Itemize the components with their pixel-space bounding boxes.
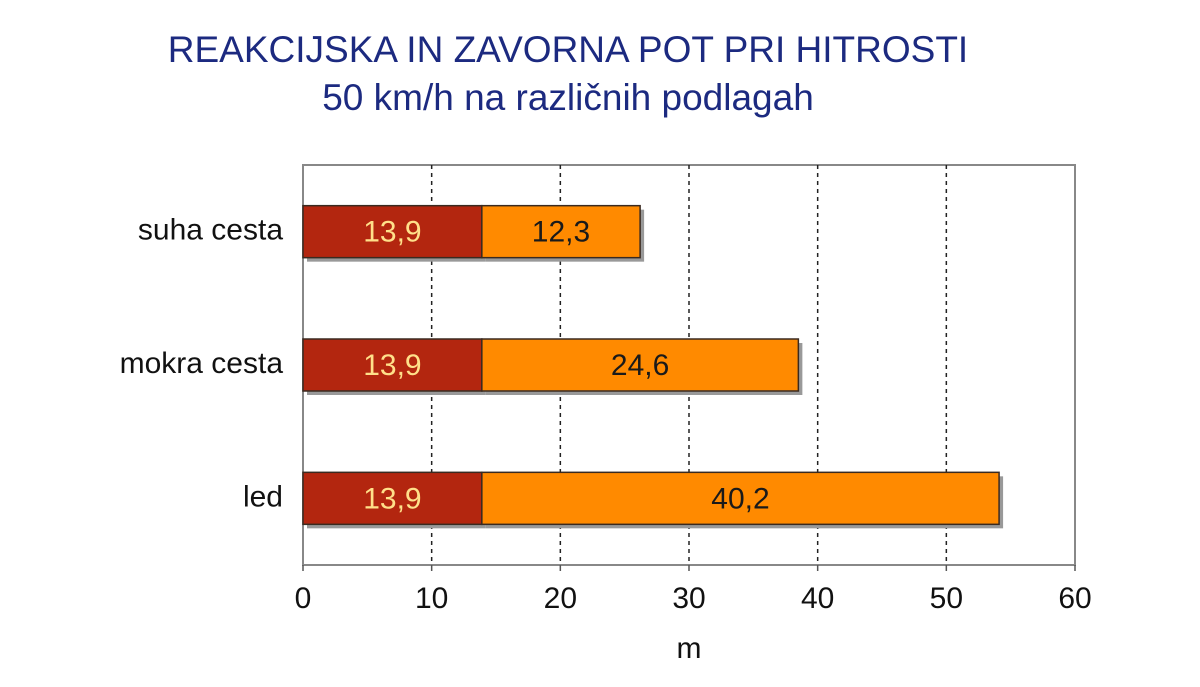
bar-segment bbox=[481, 471, 1000, 526]
bar-segment bbox=[302, 338, 483, 392]
y-tick-label: led bbox=[243, 480, 283, 513]
y-tick-label: mokra cesta bbox=[120, 347, 284, 380]
x-tick-label: 20 bbox=[544, 582, 577, 615]
x-tick-label: 10 bbox=[415, 582, 448, 615]
data-label: 40,2 bbox=[711, 482, 769, 515]
data-label: 12,3 bbox=[532, 216, 590, 249]
x-axis-label: m bbox=[677, 632, 702, 665]
data-label: 13,9 bbox=[363, 216, 421, 249]
x-tick-label: 50 bbox=[930, 582, 963, 615]
bar-segment bbox=[481, 204, 641, 259]
x-tick-label: 0 bbox=[295, 582, 312, 615]
bar-segment bbox=[302, 204, 483, 259]
data-label: 13,9 bbox=[363, 349, 421, 382]
chart-subtitle: 50 km/h na različnih podlagah bbox=[322, 77, 814, 118]
chart-title: REAKCIJSKA IN ZAVORNA POT PRI HITROSTI bbox=[168, 29, 968, 70]
y-tick-label: suha cesta bbox=[138, 214, 283, 247]
x-tick-label: 30 bbox=[672, 582, 705, 615]
data-label: 24,6 bbox=[611, 349, 669, 382]
x-tick-label: 40 bbox=[801, 582, 834, 615]
x-tick-label: 60 bbox=[1058, 582, 1091, 615]
bar-segment bbox=[481, 338, 800, 392]
data-label: 13,9 bbox=[363, 482, 421, 515]
